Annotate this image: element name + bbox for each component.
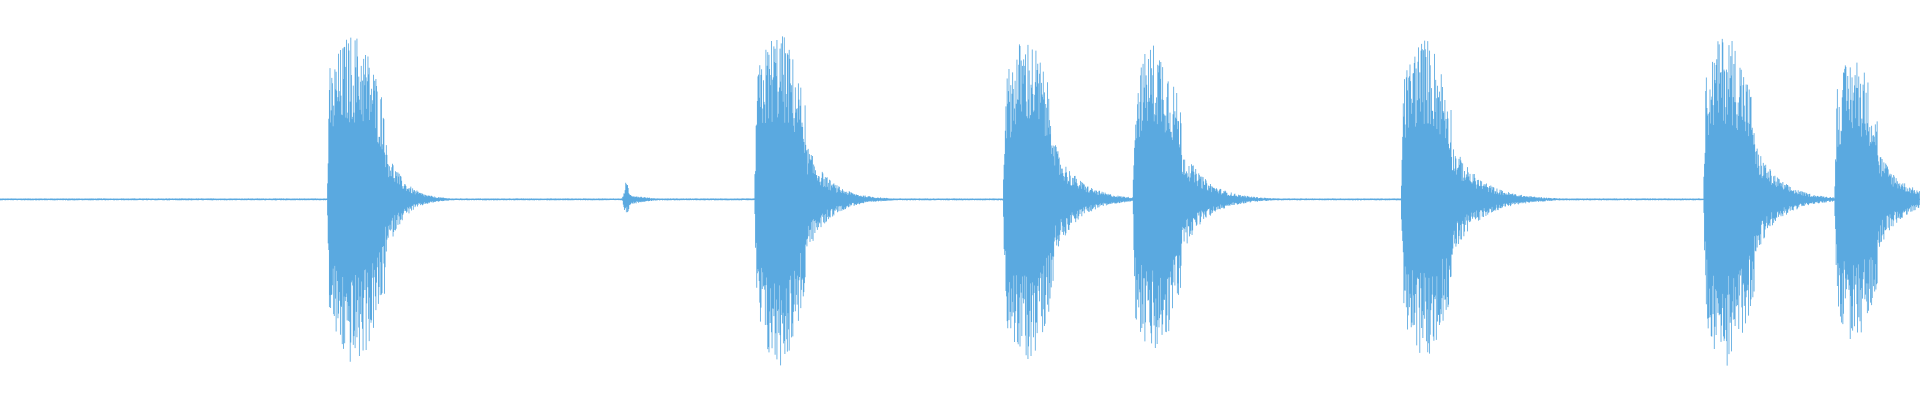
waveform xyxy=(0,36,1920,366)
